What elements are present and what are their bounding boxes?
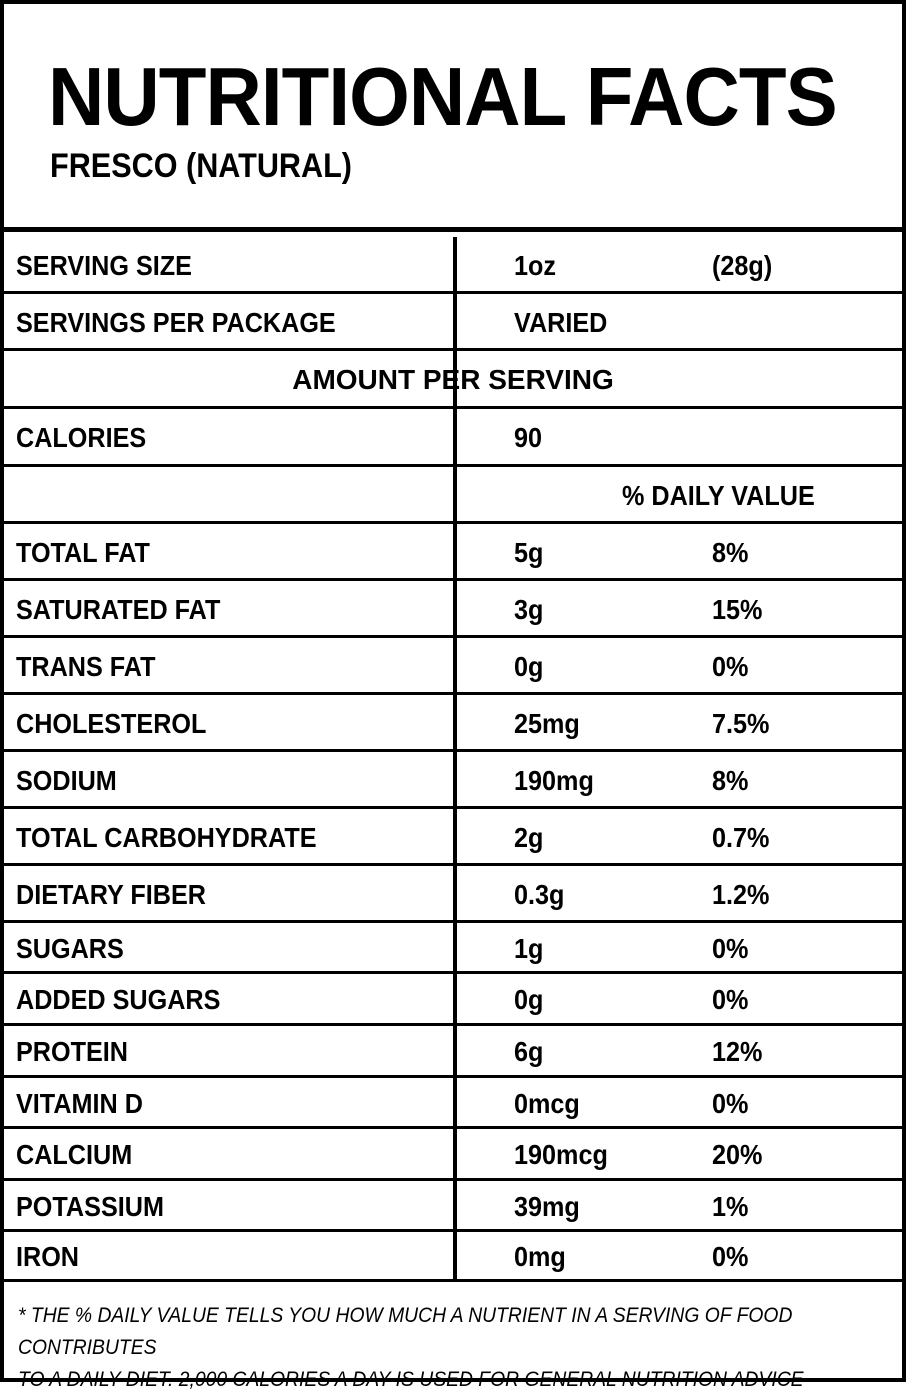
nutrient-name: PROTEIN: [16, 1036, 129, 1067]
nutrient-amount: 190mg: [514, 765, 594, 796]
nutrient-daily-value: 12%: [712, 1036, 763, 1067]
calories-value: 90: [514, 422, 543, 453]
nutrient-name: SUGARS: [16, 933, 124, 964]
nutrient-name: TRANS FAT: [16, 651, 156, 682]
nutrient-amount: 1g: [514, 933, 544, 964]
nutrient-name: CALCIUM: [16, 1139, 133, 1170]
nutrient-name: VITAMIN D: [16, 1088, 143, 1119]
nutrient-daily-value: 0%: [712, 651, 749, 682]
nutrient-daily-value: 0%: [712, 1088, 749, 1119]
nutrient-name: TOTAL CARBOHYDRATE: [16, 822, 317, 853]
nutrient-name: ADDED SUGARS: [16, 984, 221, 1015]
nutrient-name: CHOLESTEROL: [16, 708, 207, 739]
nutrient-amount: 0g: [514, 984, 544, 1015]
daily-value-header: % DAILY VALUE: [622, 480, 815, 511]
nutrient-name: SATURATED FAT: [16, 594, 221, 625]
nutrient-amount: 3g: [514, 594, 544, 625]
label-header: NUTRITIONAL FACTS FRESCO (NATURAL): [4, 4, 902, 232]
nutrient-daily-value: 20%: [712, 1139, 763, 1170]
nutrient-daily-value: 1.2%: [712, 879, 770, 910]
nutrient-daily-value: 0%: [712, 933, 749, 964]
nutrient-amount: 0mcg: [514, 1088, 580, 1119]
serving-size-label: SERVING SIZE: [16, 250, 192, 281]
column-divider: [453, 237, 457, 1282]
nutrient-daily-value: 0.7%: [712, 822, 770, 853]
label-title: NUTRITIONAL FACTS: [48, 50, 838, 143]
nutrient-amount: 2g: [514, 822, 544, 853]
nutrient-amount: 25mg: [514, 708, 580, 739]
calories-label: CALORIES: [16, 422, 147, 453]
footnote-line-2: TO A DAILY DIET. 2,000 CALORIES A DAY IS…: [18, 1368, 804, 1391]
nutrient-amount: 0.3g: [514, 879, 565, 910]
nutrient-amount: 0mg: [514, 1241, 566, 1272]
nutrient-daily-value: 8%: [712, 537, 749, 568]
nutrient-amount: 0g: [514, 651, 544, 682]
nutrient-amount: 190mcg: [514, 1139, 608, 1170]
nutrient-name: SODIUM: [16, 765, 117, 796]
nutrient-daily-value: 7.5%: [712, 708, 770, 739]
serving-size-grams: (28g): [712, 250, 773, 281]
product-name: FRESCO (NATURAL): [50, 147, 353, 185]
nutrient-daily-value: 15%: [712, 594, 763, 625]
nutrient-amount: 6g: [514, 1036, 544, 1067]
nutrient-daily-value: 8%: [712, 765, 749, 796]
nutrient-name: TOTAL FAT: [16, 537, 150, 568]
nutrient-daily-value: 1%: [712, 1191, 749, 1222]
servings-per-package-label: SERVINGS PER PACKAGE: [16, 307, 336, 338]
nutrient-daily-value: 0%: [712, 984, 749, 1015]
nutrient-amount: 39mg: [514, 1191, 580, 1222]
serving-size-amount: 1oz: [514, 250, 557, 281]
nutrient-name: IRON: [16, 1241, 79, 1272]
footnote-line-1: * THE % DAILY VALUE TELLS YOU HOW MUCH A…: [18, 1304, 793, 1359]
nutrient-name: DIETARY FIBER: [16, 879, 206, 910]
servings-per-package-value: VARIED: [514, 307, 608, 338]
nutrient-amount: 5g: [514, 537, 544, 568]
nutrient-daily-value: 0%: [712, 1241, 749, 1272]
nutrient-name: POTASSIUM: [16, 1191, 164, 1222]
